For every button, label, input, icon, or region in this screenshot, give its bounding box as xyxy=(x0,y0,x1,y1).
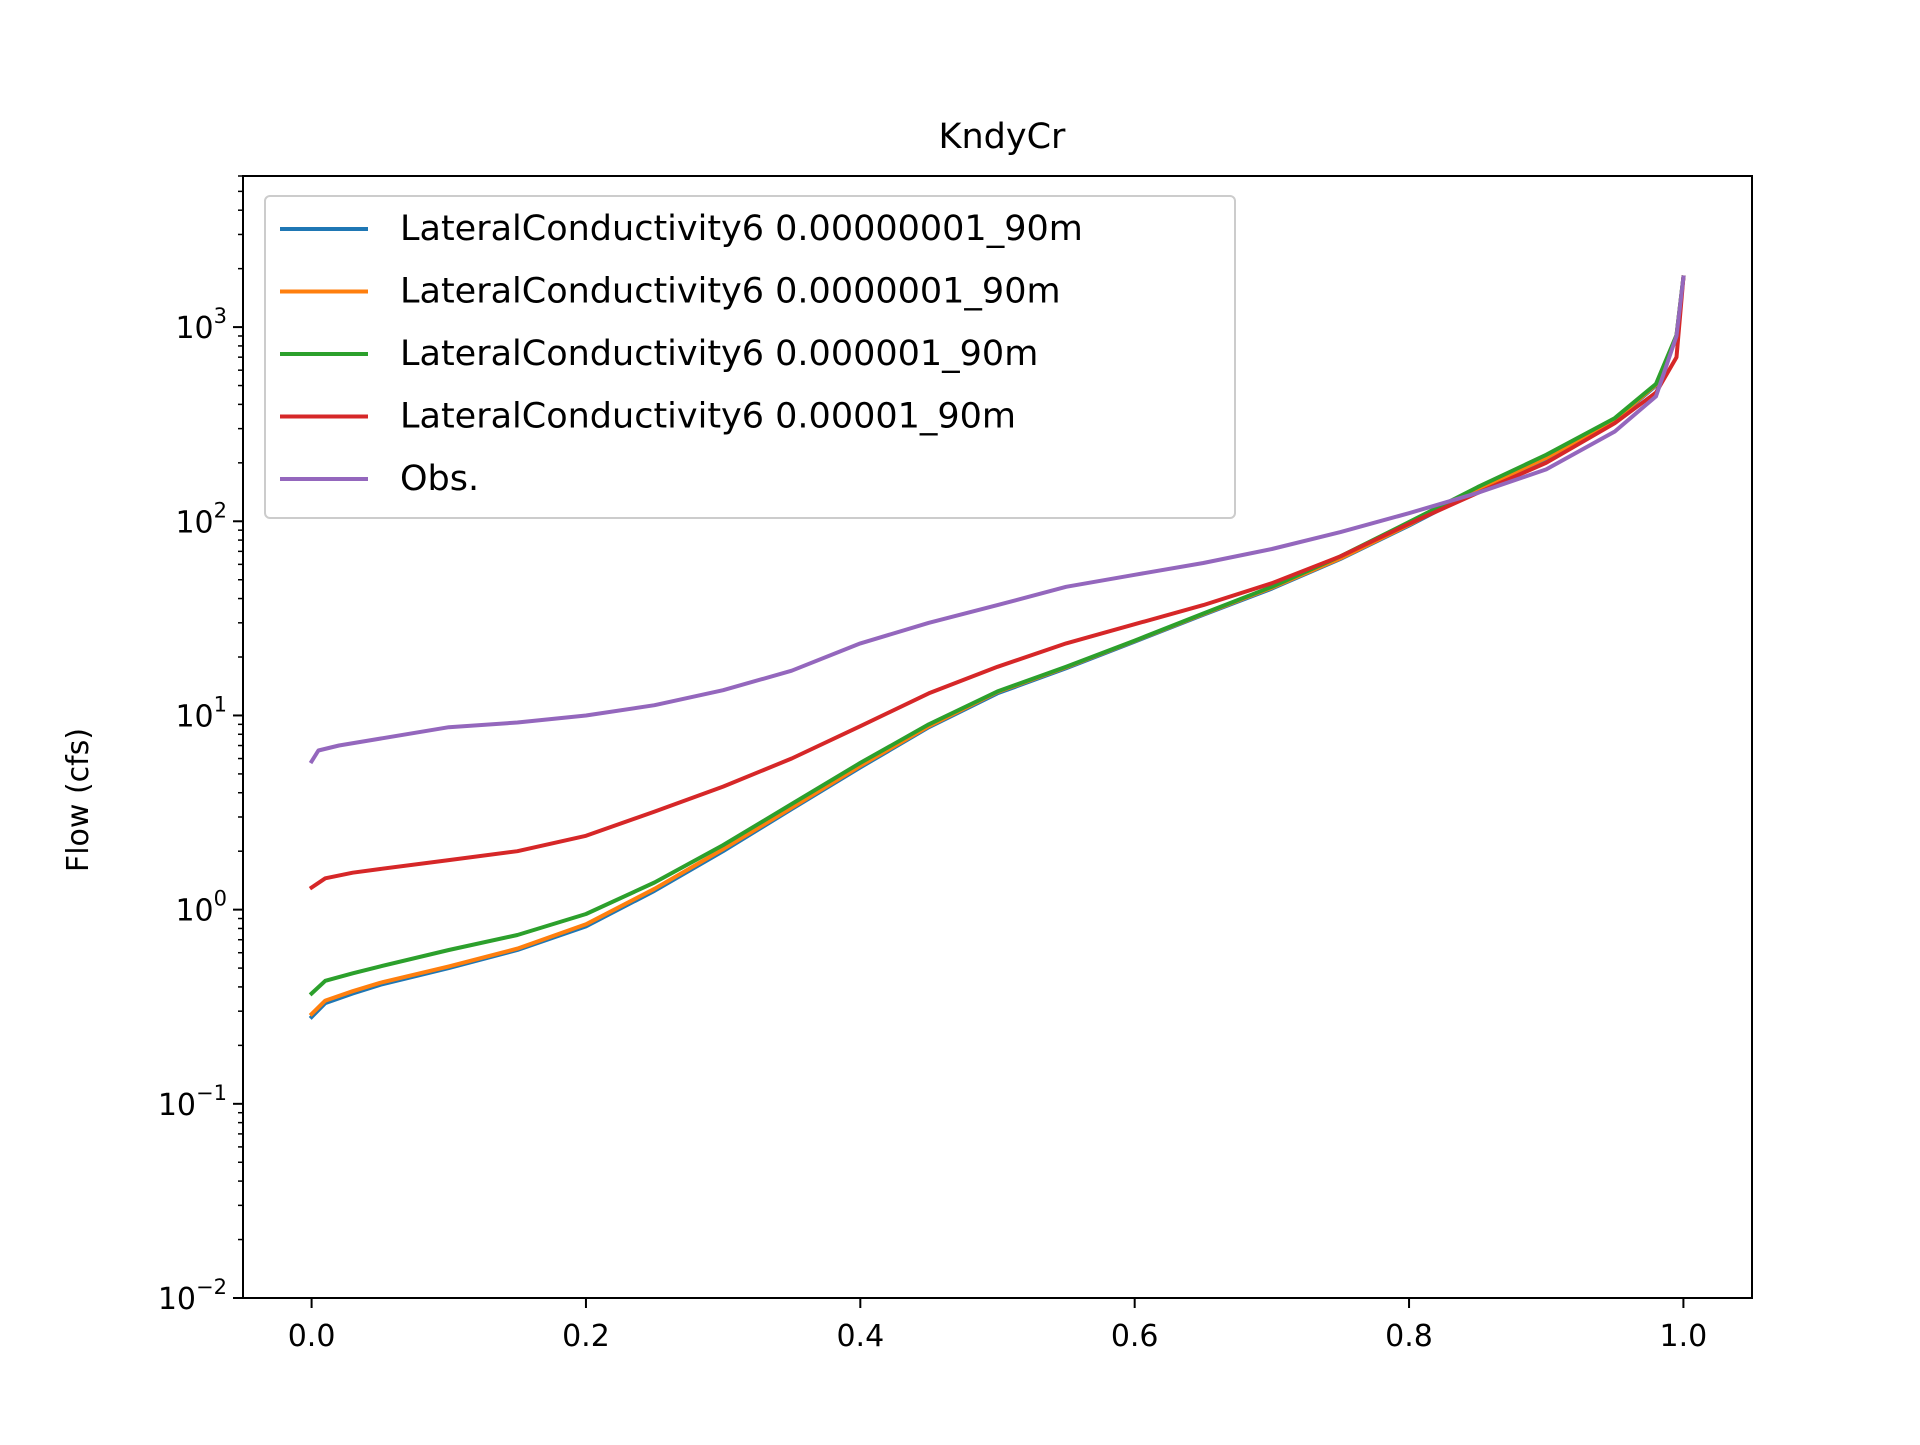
x-tick-label-1: 0.2 xyxy=(562,1319,610,1354)
legend-label-2: LateralConductivity6 0.000001_90m xyxy=(400,334,1038,374)
y-tick-label-1: 10−1 xyxy=(158,1081,227,1123)
x-tick-label-3: 0.6 xyxy=(1111,1319,1159,1354)
y-tick-label-4: 102 xyxy=(175,498,227,540)
x-tick-label-5: 1.0 xyxy=(1660,1319,1708,1354)
x-tick-label-0: 0.0 xyxy=(288,1319,336,1354)
y-tick-label-3: 101 xyxy=(175,692,227,734)
x-tick-label-2: 0.4 xyxy=(836,1319,884,1354)
legend-label-4: Obs. xyxy=(400,459,479,499)
x-tick-label-4: 0.8 xyxy=(1385,1319,1433,1354)
legend-box xyxy=(264,195,1236,519)
series-line-3 xyxy=(308,275,1686,891)
chart-title: KndyCr xyxy=(939,117,1067,157)
y-tick-label-5: 103 xyxy=(175,304,227,346)
series-line-4 xyxy=(308,275,1686,765)
y-tick-label-2: 100 xyxy=(175,887,227,929)
y-axis-label: Flow (cfs) xyxy=(61,728,96,872)
legend-label-1: LateralConductivity6 0.0000001_90m xyxy=(400,272,1061,312)
legend-label-3: LateralConductivity6 0.00001_90m xyxy=(400,397,1016,437)
legend-label-0: LateralConductivity6 0.00000001_90m xyxy=(400,209,1083,249)
y-tick-label-0: 10−2 xyxy=(158,1275,227,1317)
series-line-2 xyxy=(308,275,1686,997)
plot-frame xyxy=(242,175,1753,1299)
